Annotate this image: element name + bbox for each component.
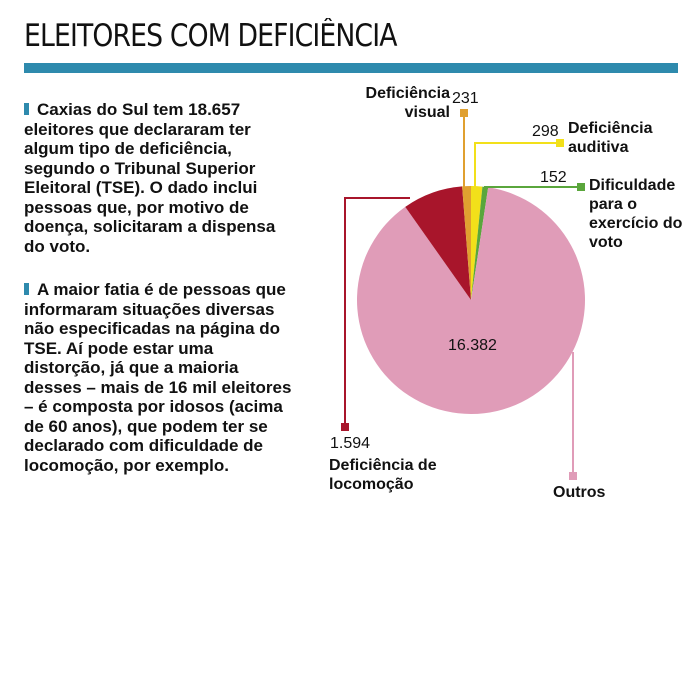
leader-line-locomocao bbox=[344, 197, 410, 427]
pie-slice-defici-ncia-visual bbox=[462, 186, 471, 300]
value-voto: 152 bbox=[540, 169, 567, 186]
label-auditiva: Deficiência auditiva bbox=[568, 120, 653, 156]
bullet-icon bbox=[24, 283, 29, 295]
marker-voto bbox=[577, 183, 585, 191]
marker-locomocao bbox=[341, 423, 349, 431]
marker-outros bbox=[569, 472, 577, 480]
pie-slice-outros bbox=[357, 187, 585, 414]
label-locomocao: Deficiência de locomoção bbox=[329, 457, 437, 493]
value-outros: 16.382 bbox=[448, 337, 497, 354]
page-title: ELEITORES COM DEFICIÊNCIA bbox=[24, 18, 397, 54]
value-auditiva: 298 bbox=[532, 123, 559, 140]
label-visual: Deficiência visual bbox=[365, 85, 450, 121]
paragraph-text: Caxias do Sul tem 18.657 eleitores que d… bbox=[24, 100, 276, 256]
marker-auditiva bbox=[556, 139, 564, 147]
label-voto: Dificuldade para o exercício do voto bbox=[589, 177, 683, 251]
paragraph-intro: Caxias do Sul tem 18.657 eleitores que d… bbox=[24, 100, 294, 256]
bullet-icon bbox=[24, 103, 29, 115]
pie-slice-dificuldade-para-o-exerc-cio-do-voto bbox=[471, 186, 489, 300]
label-outros: Outros bbox=[553, 484, 606, 501]
leader-line-auditiva bbox=[474, 142, 560, 188]
paragraph-text: A maior fatia é de pessoas que informara… bbox=[24, 280, 292, 475]
pie-slice-defici-ncia-auditiva bbox=[471, 186, 483, 300]
pie-slice-defici-ncia-de-locomo-o bbox=[405, 186, 471, 300]
title-divider bbox=[24, 63, 678, 73]
marker-visual bbox=[460, 109, 468, 117]
paragraph-analysis: A maior fatia é de pessoas que informara… bbox=[24, 280, 294, 475]
value-visual: 231 bbox=[452, 90, 479, 107]
value-locomocao: 1.594 bbox=[330, 435, 371, 452]
